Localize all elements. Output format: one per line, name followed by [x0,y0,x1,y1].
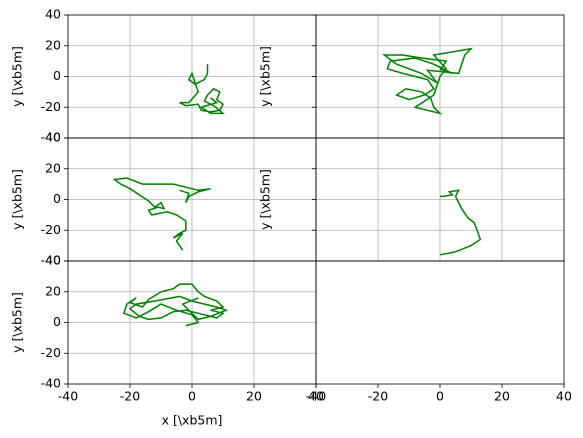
x-tick-label: 0 [188,389,196,404]
y-tick-label: -20 [41,222,61,237]
y-axis-label: y [\xb5m] [10,169,25,230]
trajectory [122,283,229,327]
x-tick-label: 40 [308,389,324,404]
y-axis-label: y [\xb5m] [10,46,25,107]
y-tick-label: 20 [45,283,61,298]
x-tick-label: -40 [58,389,78,404]
y-tick-label: 40 [45,130,61,145]
x-tick-label: -20 [368,389,388,404]
subplot: y [\xb5m] [258,137,565,262]
y-axis-label: y [\xb5m] [258,169,273,230]
y-tick-label: -40 [41,253,61,268]
y-tick-label: -40 [41,376,61,391]
x-tick-label: 20 [246,389,262,404]
y-tick-label: 0 [53,68,61,83]
plot-area [316,261,564,384]
y-tick-label: 0 [53,314,61,329]
trajectory [381,47,474,115]
x-tick-label: -40 [306,389,326,404]
y-axis-label: y [\xb5m] [10,292,25,353]
trajectory [439,189,482,256]
y-tick-label: 20 [45,37,61,52]
x-tick-label: 20 [494,389,510,404]
y-tick-label: -20 [41,99,61,114]
y-tick-label: 40 [45,253,61,268]
x-tick-label: 0 [436,389,444,404]
subplot: -40 -20 0 20 40 y [\xb5m] [10,7,317,145]
x-tick-label: 40 [556,389,572,404]
x-tick-label: -20 [120,389,140,404]
trajectory [179,64,226,115]
x-axis-label: x [\xb5m] [162,413,223,428]
y-tick-label: -40 [41,130,61,145]
y-tick-label: 40 [45,7,61,22]
axes-frame [315,260,565,385]
y-tick-label: 0 [53,191,61,206]
subplot: -40 -20 0 20 40 [306,261,572,404]
y-tick-label: 20 [45,160,61,175]
trajectory [112,177,211,251]
subplot: y [\xb5m] [258,14,565,139]
y-axis-label: y [\xb5m] [258,46,273,107]
y-tick-label: -20 [41,345,61,360]
